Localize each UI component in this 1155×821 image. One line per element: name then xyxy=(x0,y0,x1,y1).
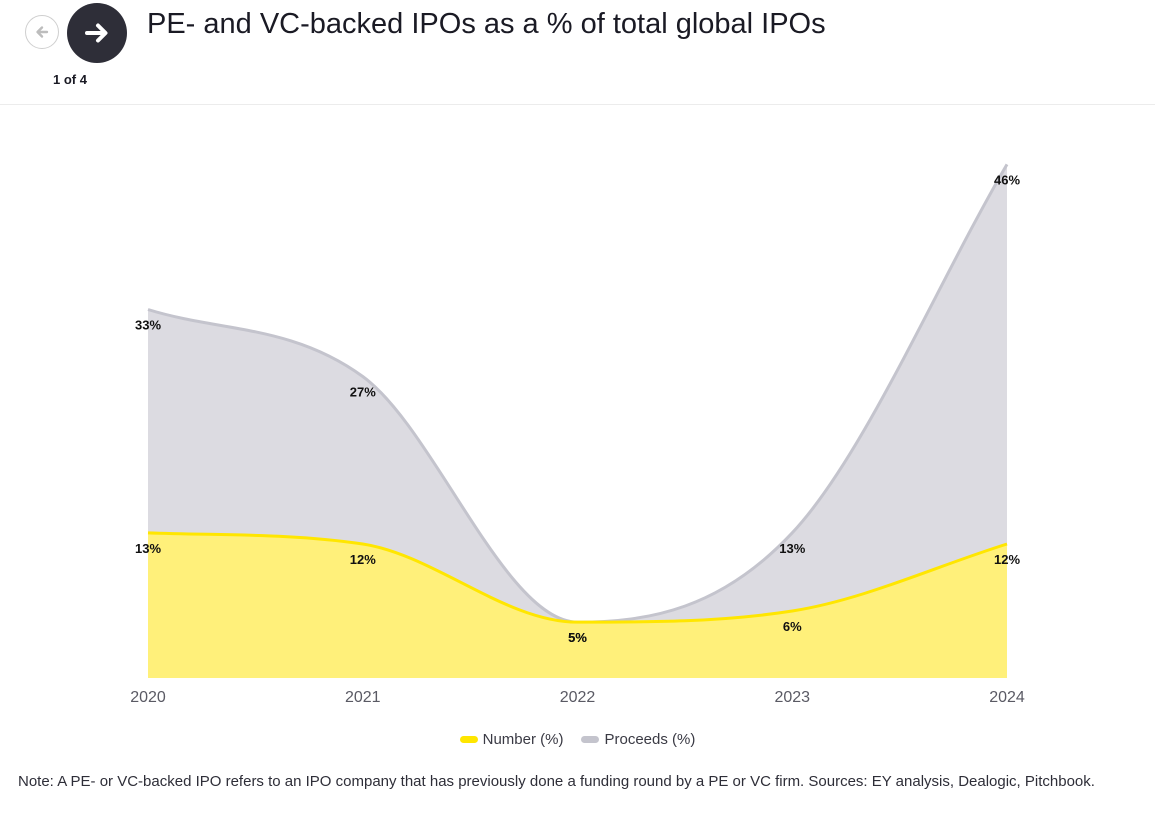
x-tick-label: 2023 xyxy=(774,689,810,706)
next-button[interactable] xyxy=(67,3,127,63)
data-label-proceeds: 13% xyxy=(779,541,805,556)
x-tick-label: 2024 xyxy=(989,689,1025,706)
data-label-proceeds: 5% xyxy=(568,630,587,645)
area-chart: 33%27%5%13%46%13%12%5%6%12%2020 2021 2022 2… xyxy=(130,163,1025,706)
data-label-number: 6% xyxy=(783,619,802,634)
data-label-number: 12% xyxy=(994,552,1020,567)
x-tick-label: 2022 xyxy=(560,689,596,706)
legend-label-number: Number (%) xyxy=(482,731,564,748)
legend-label-proceeds: Proceeds (%) xyxy=(604,731,696,748)
data-label-proceeds: 46% xyxy=(994,172,1020,187)
data-label-proceeds: 33% xyxy=(135,318,161,333)
data-label-proceeds: 27% xyxy=(350,385,376,400)
x-tick-label: 2021 xyxy=(345,689,381,706)
x-tick-label: 2020 xyxy=(130,689,166,706)
chart-note: Note: A PE- or VC-backed IPO refers to a… xyxy=(18,773,1095,790)
legend-item-proceeds[interactable]: Proceeds (%) xyxy=(581,731,695,748)
legend-swatch-number xyxy=(459,736,478,743)
data-label-number: 13% xyxy=(135,541,161,556)
legend-swatch-proceeds xyxy=(581,736,600,743)
page-title: PE- and VC-backed IPOs as a % of total g… xyxy=(147,8,826,40)
legend-item-number[interactable]: Number (%) xyxy=(459,731,564,748)
previous-button[interactable] xyxy=(25,15,59,49)
arrow-left-icon xyxy=(36,26,49,38)
header: 1 of 4 PE- and VC-backed IPOs as a % of … xyxy=(0,0,1155,105)
data-label-number: 12% xyxy=(350,552,376,567)
area-number xyxy=(148,532,1007,678)
line-number xyxy=(147,531,1008,624)
page-indicator: 1 of 4 xyxy=(53,72,87,87)
chart-legend: Number (%) Proceeds (%) xyxy=(0,731,1155,748)
data-label-number: 5% xyxy=(568,630,587,645)
arrow-right-icon xyxy=(85,23,108,43)
